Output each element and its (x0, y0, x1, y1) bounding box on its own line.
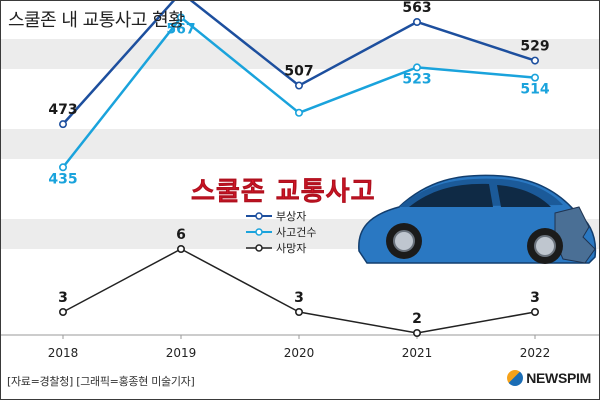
x-tick-label: 2018 (48, 346, 79, 360)
legend-item-deaths: 사망자 (246, 240, 306, 256)
x-tick-label: 2021 (402, 346, 433, 360)
data-label: 529 (520, 39, 549, 55)
legend-swatch-injured (246, 212, 272, 220)
series-lines (58, 1, 539, 337)
data-label: 3 (294, 290, 304, 306)
car-window-rear (497, 185, 551, 207)
legend-label-deaths: 사망자 (276, 242, 307, 255)
data-point (58, 307, 67, 316)
car-window (409, 183, 493, 207)
data-point (177, 245, 186, 254)
data-label: 3 (530, 290, 540, 306)
publisher-name: NEWSPIM (526, 370, 591, 386)
data-label: 3 (58, 290, 68, 306)
x-axis: 2018 2019 2020 2021 2022 (1, 334, 599, 360)
data-point (530, 73, 539, 82)
background-band (1, 129, 599, 159)
data-label: 523 (402, 71, 431, 87)
legend-label-injured: 부상자 (276, 210, 307, 223)
rear-rim (534, 235, 556, 257)
data-point (177, 13, 186, 22)
front-rim (393, 230, 415, 252)
overlay-headline: 스쿨존 교통사고 (191, 177, 376, 208)
data-point (58, 163, 67, 172)
data-labels: 47358950756352943556752351436323 (48, 1, 549, 327)
data-point (412, 17, 421, 26)
legend-label-accidents: 사고건수 (276, 226, 317, 239)
publisher-logo-icon (507, 370, 524, 386)
x-tick-label: 2019 (166, 346, 197, 360)
data-point (294, 81, 303, 90)
data-point (530, 307, 539, 316)
data-label: 6 (176, 227, 186, 243)
publisher-logo: NEWSPIM (507, 370, 591, 386)
data-point (530, 56, 539, 65)
legend-item-injured: 부상자 (246, 208, 306, 224)
data-label: 435 (48, 171, 77, 187)
data-point (58, 120, 67, 129)
data-label: 567 (166, 21, 195, 37)
x-tick-label: 2020 (284, 346, 315, 360)
legend-swatch-deaths (246, 244, 272, 252)
data-label: 2 (412, 311, 422, 327)
background-band (1, 39, 599, 69)
data-label: 563 (402, 1, 431, 16)
data-label: 473 (48, 102, 77, 118)
data-point (294, 307, 303, 316)
data-label: 514 (520, 82, 549, 98)
legend-swatch-accidents (246, 228, 272, 236)
data-point (412, 328, 421, 337)
car-illustration (358, 174, 597, 264)
data-point (412, 63, 421, 72)
data-point (294, 108, 303, 117)
data-label: 507 (284, 64, 313, 80)
legend-item-accidents: 사고건수 (246, 224, 316, 240)
chart-title: 스쿨존 내 교통사고 현황 (8, 10, 185, 31)
source-note: [자료=경찰청] [그래픽=홍종현 미술기자] (7, 375, 195, 388)
x-tick-label: 2022 (520, 346, 551, 360)
